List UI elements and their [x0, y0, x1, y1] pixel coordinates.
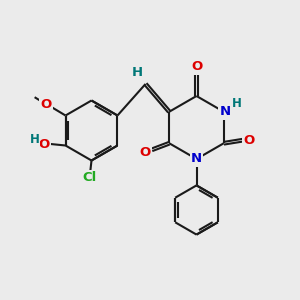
- Text: H: H: [29, 133, 39, 146]
- Text: N: N: [220, 105, 231, 118]
- Text: O: O: [140, 146, 151, 159]
- Text: O: O: [38, 137, 50, 151]
- Text: H: H: [231, 97, 241, 110]
- Text: H: H: [131, 66, 143, 79]
- Text: N: N: [191, 152, 202, 166]
- Text: O: O: [191, 60, 202, 74]
- Text: O: O: [40, 98, 52, 111]
- Text: Cl: Cl: [82, 171, 96, 184]
- Text: O: O: [243, 134, 255, 147]
